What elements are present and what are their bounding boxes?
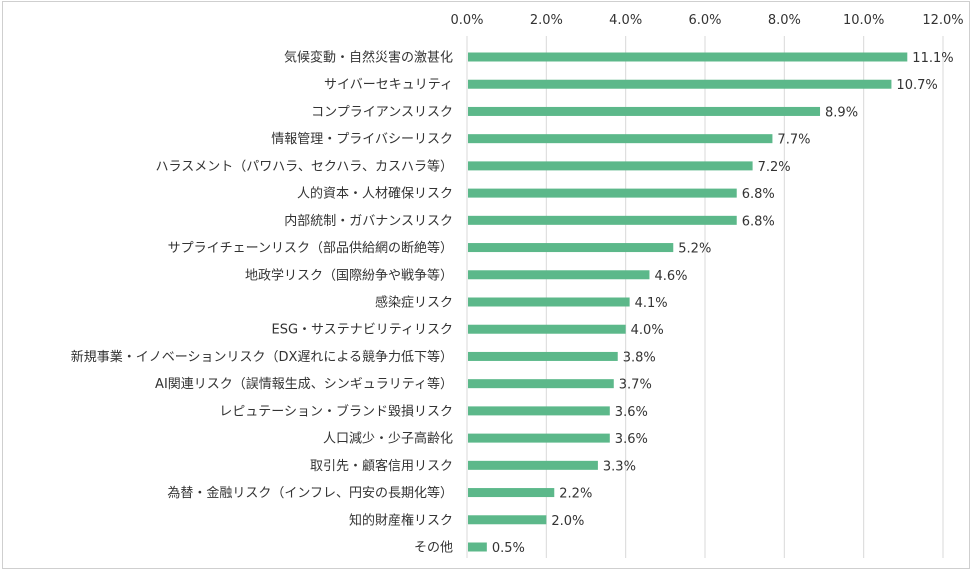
category-label: 感染症リスク [375, 295, 453, 311]
category-label: AI関連リスク（誤情報生成、シンギュラリティ等） [155, 376, 453, 392]
x-tick-label: 12.0% [922, 13, 963, 28]
data-label: 2.2% [559, 487, 592, 502]
bar [468, 324, 626, 334]
bar [468, 106, 821, 116]
data-label: 5.2% [678, 242, 711, 257]
data-label: 6.8% [742, 187, 775, 202]
x-tick-label: 2.0% [530, 13, 563, 28]
category-label: 情報管理・プライバシーリスク [271, 132, 453, 147]
category-label: レピュテーション・ブランド毀損リスク [219, 403, 453, 419]
category-label: 新規事業・イノベーションリスク（DX遅れによる競争力低下等） [71, 349, 453, 365]
data-label: 3.6% [615, 432, 648, 447]
bar [468, 215, 737, 225]
bar [468, 297, 630, 307]
category-label: その他 [414, 541, 453, 556]
bar [468, 270, 650, 280]
x-tick-label: 0.0% [450, 13, 483, 28]
category-label: ESG・サステナビリティリスク [272, 323, 454, 338]
category-label: 人的資本・人材確保リスク [297, 186, 453, 202]
category-label: ハラスメント（パワハラ、セクハラ、カスハラ等） [156, 158, 453, 174]
data-label: 2.0% [551, 514, 584, 529]
bar [468, 79, 892, 89]
x-tick-label: 10.0% [843, 13, 884, 28]
bar [468, 433, 610, 443]
bar-chart: 0.0% 2.0% 4.0% 6.0% 8.0% 10.0% 12.0% 気候変動・自然災害の… [71, 13, 964, 558]
bar [468, 488, 555, 498]
category-label: 知的財産権リスク [349, 512, 453, 528]
data-label: 3.8% [623, 350, 656, 365]
data-label: 7.2% [758, 160, 791, 175]
x-tick-label: 6.0% [688, 13, 721, 28]
category-label: コンプライアンスリスク [311, 105, 453, 120]
bar [468, 243, 674, 253]
bar [468, 188, 737, 198]
data-label: 7.7% [777, 133, 810, 148]
category-label: 取引先・顧客信用リスク [310, 458, 453, 474]
data-label: 6.8% [742, 214, 775, 229]
data-label: 4.1% [635, 296, 668, 311]
data-label: 4.0% [631, 323, 664, 338]
bar [468, 460, 598, 470]
category-label: 為替・金融リスク（インフレ、円安の長期化等） [167, 485, 453, 501]
data-label: 4.6% [654, 269, 687, 284]
bar [468, 542, 487, 552]
data-label: 0.5% [492, 541, 525, 556]
data-label: 3.3% [603, 459, 636, 474]
data-label: 8.9% [825, 105, 858, 120]
bar [468, 52, 908, 62]
x-tick-label: 8.0% [768, 13, 801, 28]
category-label: 人口減少・少子高齢化 [323, 431, 453, 447]
bar [468, 351, 618, 361]
x-tick-label: 4.0% [609, 13, 642, 28]
bar [468, 379, 614, 389]
bar [468, 161, 753, 171]
bar [468, 134, 773, 144]
data-label: 11.1% [912, 51, 953, 66]
category-label: 地政学リスク（国際紛争や戦争等） [245, 267, 453, 283]
data-label: 3.7% [619, 378, 652, 393]
data-label: 10.7% [896, 78, 937, 93]
category-label: サプライチェーンリスク（部品供給網の断絶等） [168, 240, 453, 256]
category-label: 内部統制・ガバナンスリスク [284, 213, 453, 229]
category-label: 気候変動・自然災害の激甚化 [284, 50, 453, 66]
category-label: サイバーセキュリティ [324, 78, 453, 93]
bar [468, 515, 547, 525]
data-label: 3.6% [615, 405, 648, 420]
bar [468, 406, 610, 416]
